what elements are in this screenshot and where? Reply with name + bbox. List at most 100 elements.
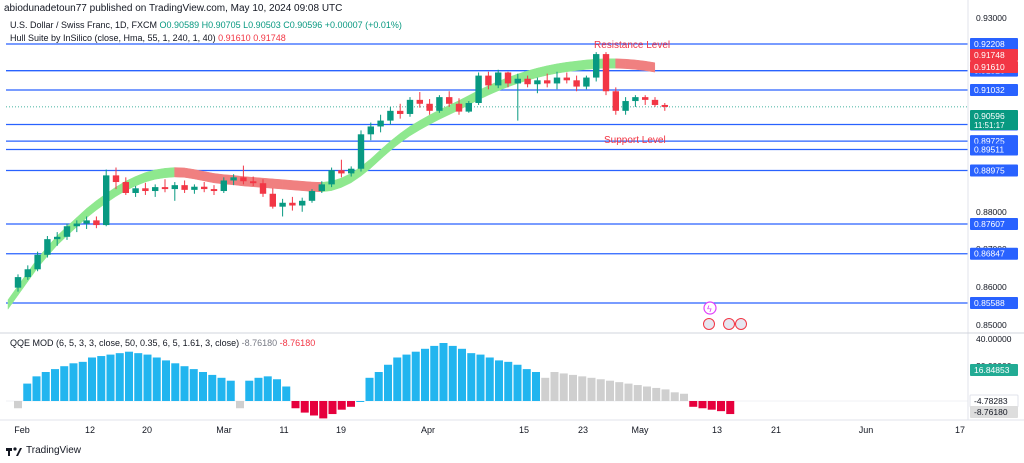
hull-segment-28 xyxy=(282,179,293,191)
qqe-bar-34 xyxy=(328,401,337,415)
candle-body-10 xyxy=(112,175,120,183)
publish-header: abiodunadetoun77 published on TradingVie… xyxy=(4,3,343,14)
candle-body-34 xyxy=(348,168,355,174)
qqe-bar-46 xyxy=(439,343,448,401)
qqe-bar-12 xyxy=(125,351,133,401)
qqe-bar-76 xyxy=(717,401,725,412)
qqe-bar-11 xyxy=(115,353,124,401)
hull-segment-52 xyxy=(517,70,528,84)
time-tick-3: Mar xyxy=(216,425,232,435)
candle-body-45 xyxy=(455,103,463,112)
candle-body-19 xyxy=(201,186,208,190)
hull-segment-25 xyxy=(252,177,264,188)
hull-segment-40 xyxy=(399,125,411,144)
candle-body-65 xyxy=(651,99,659,105)
qqe-bar-72 xyxy=(680,393,688,401)
level-badge-text-4: 0.89725 xyxy=(974,136,1005,146)
level-badge-5 xyxy=(970,143,1018,156)
qqe-bar-27 xyxy=(263,376,272,401)
candle-body-42 xyxy=(426,103,433,111)
qqe-bar-51 xyxy=(485,357,494,401)
candle-body-46 xyxy=(465,102,472,112)
level-badge-2 xyxy=(970,84,1018,97)
hull-segment-6 xyxy=(66,217,77,237)
qqe-bar-66 xyxy=(624,383,633,401)
hull-segment-42 xyxy=(419,114,430,131)
hull-segment-59 xyxy=(585,58,597,70)
hull-segment-26 xyxy=(262,177,273,189)
candle-body-24 xyxy=(250,181,257,184)
hull-segment-0 xyxy=(7,285,19,310)
candle-body-56 xyxy=(563,77,570,81)
qqe-bar-77 xyxy=(726,401,735,415)
candle-body-48 xyxy=(485,75,492,86)
event-icons[interactable]: ϟ xyxy=(703,301,747,330)
qqe-bar-22 xyxy=(217,377,226,401)
price-badge-1 xyxy=(970,61,1018,73)
candle-body-17 xyxy=(181,185,188,190)
qqe-legend: QQE MOD (6, 5, 3, 3, close, 50, 0.35, 6,… xyxy=(10,338,315,348)
time-tick-5: 19 xyxy=(336,425,346,435)
hull-segment-36 xyxy=(360,158,371,177)
candle-body-1 xyxy=(24,269,31,278)
candle-body-32 xyxy=(328,170,335,185)
qqe-value-2: -8.76180 xyxy=(279,338,316,348)
hull-segment-2 xyxy=(27,257,38,283)
qqe-bar-33 xyxy=(319,401,328,419)
level-badge-text-7: 0.87607 xyxy=(974,219,1005,229)
hull-segment-55 xyxy=(546,63,558,76)
price-badge-text-2: 0.90596 xyxy=(974,111,1005,121)
candle-body-59 xyxy=(593,54,600,78)
time-tick-13: 17 xyxy=(955,425,965,435)
hull-segment-60 xyxy=(595,58,607,69)
hull-segment-39 xyxy=(389,132,401,152)
qqe-bar-17 xyxy=(171,363,180,401)
qqe-bar-70 xyxy=(661,389,670,401)
candle-body-53 xyxy=(534,80,541,85)
hull-segment-44 xyxy=(438,104,450,120)
time-tick-0: Feb xyxy=(14,425,30,435)
candle-body-39 xyxy=(397,110,404,114)
price-tick-4: 0.85000 xyxy=(976,320,1007,330)
hull-segment-61 xyxy=(605,58,616,69)
candle-body-61 xyxy=(612,91,619,111)
price-tick-0: 0.93000 xyxy=(976,13,1007,23)
candle-body-11 xyxy=(122,182,129,193)
tradingview-footer[interactable]: TradingView xyxy=(6,445,81,456)
qqe-bar-4 xyxy=(51,369,59,401)
hull-segment-38 xyxy=(380,140,391,160)
qqe-bar-2 xyxy=(32,376,41,401)
qqe-bar-38 xyxy=(365,377,374,401)
qqe-badge-text-2: -8.76180 xyxy=(974,407,1008,417)
hull-segment-23 xyxy=(233,175,244,187)
hull-segment-47 xyxy=(468,90,479,106)
qqe-value-1: -8.76180 xyxy=(241,338,278,348)
level-badge-text-9: 0.85588 xyxy=(974,298,1005,308)
hull-value-2: 0.91748 xyxy=(253,33,286,43)
candle-body-58 xyxy=(583,77,590,87)
qqe-bar-50 xyxy=(476,354,485,401)
price-badge-0 xyxy=(970,49,1018,61)
qqe-bar-61 xyxy=(578,376,587,401)
symbol-legend: U.S. Dollar / Swiss Franc, 1D, FXCM O0.9… xyxy=(10,20,402,30)
qqe-bar-75 xyxy=(707,401,716,410)
symbol-name: U.S. Dollar / Swiss Franc, 1D, FXCM xyxy=(10,20,158,30)
qqe-bar-7 xyxy=(78,361,87,401)
hull-segment-35 xyxy=(350,166,362,184)
hull-segment-22 xyxy=(223,174,234,186)
hull-segment-37 xyxy=(370,149,381,169)
level-badge-4 xyxy=(970,135,1018,148)
high-value: H0.90705 xyxy=(201,20,241,30)
tradingview-brand: TradingView xyxy=(26,445,82,456)
candle-body-6 xyxy=(73,223,80,227)
hull-segment-49 xyxy=(487,81,499,96)
level-badge-text-5: 0.89511 xyxy=(974,145,1004,155)
qqe-bar-10 xyxy=(106,354,115,401)
qqe-bar-30 xyxy=(291,401,300,409)
qqe-tick-1: 20.00000 xyxy=(976,361,1012,371)
time-tick-10: 13 xyxy=(712,425,722,435)
hull-segment-34 xyxy=(340,173,352,188)
qqe-bar-32 xyxy=(310,401,318,416)
resistance-label: Resistance Level xyxy=(594,40,670,51)
